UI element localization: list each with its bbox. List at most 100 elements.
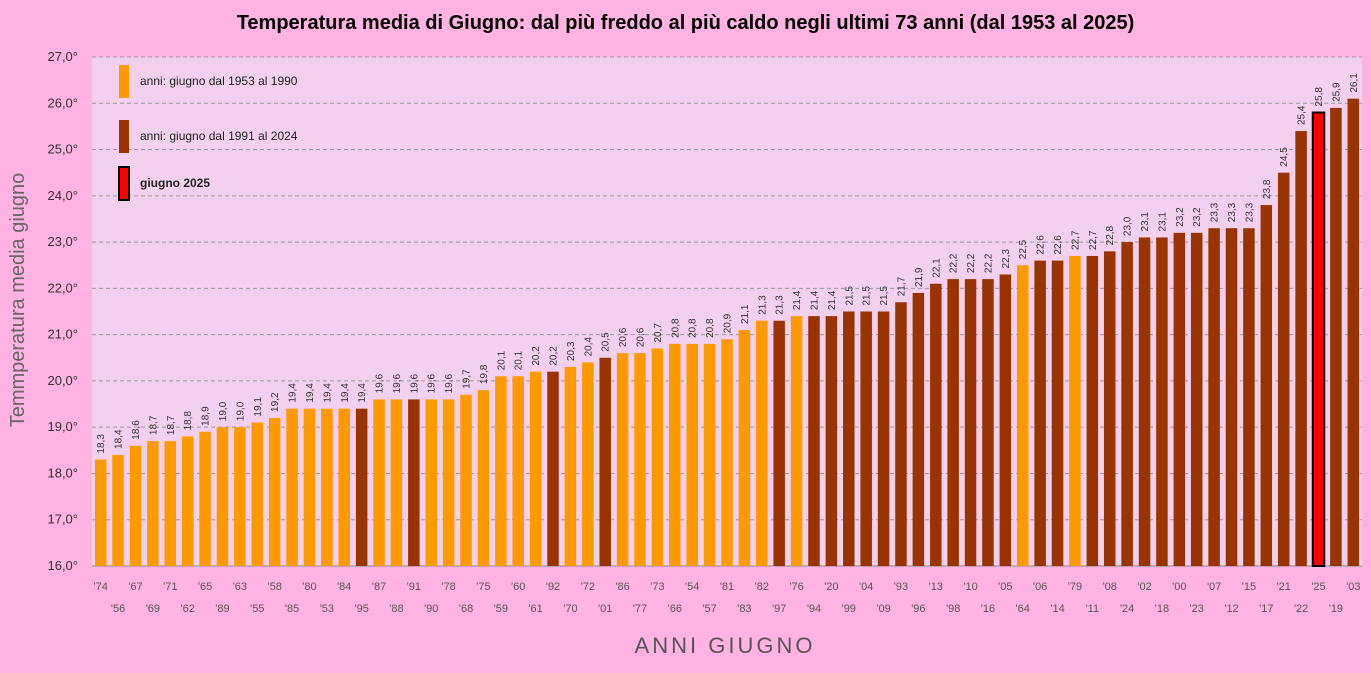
data-label: 20,6 <box>618 327 629 347</box>
x-tick-label: '71 <box>163 581 177 593</box>
bar <box>686 343 698 566</box>
x-tick-label: '14 <box>1050 603 1064 615</box>
data-label: 20,7 <box>653 323 664 343</box>
x-tick-label: '59 <box>494 603 508 615</box>
x-tick-label: '90 <box>424 603 438 615</box>
x-tick-label: '18 <box>1155 603 1169 615</box>
bar <box>1243 228 1255 566</box>
bar <box>1208 228 1220 566</box>
data-label: 20,3 <box>566 341 577 361</box>
bar <box>495 376 507 566</box>
data-label: 22,7 <box>1070 230 1081 250</box>
data-label: 22,6 <box>1053 235 1064 255</box>
bar <box>930 283 942 566</box>
x-tick-label: '16 <box>981 603 995 615</box>
data-label: 20,8 <box>670 318 681 338</box>
x-tick-label: '73 <box>650 581 664 593</box>
x-tick-label: '83 <box>737 603 751 615</box>
data-label: 19,4 <box>305 383 316 403</box>
bar <box>1069 255 1081 567</box>
bar <box>738 330 751 566</box>
bar <box>756 320 768 566</box>
x-tick-label: '75 <box>476 581 490 593</box>
x-tick-label: '22 <box>1294 603 1308 615</box>
bar <box>1138 237 1151 567</box>
y-tick-label: 21,0° <box>47 327 78 342</box>
x-tick-label: '21 <box>1277 581 1291 593</box>
bar <box>634 353 646 566</box>
bar <box>390 399 403 566</box>
x-tick-label: '92 <box>546 581 560 593</box>
bar <box>460 394 472 566</box>
x-tick-label: '03 <box>1346 581 1360 593</box>
y-tick-label: 24,0° <box>47 188 78 203</box>
x-tick-label: '15 <box>1242 581 1256 593</box>
bar <box>703 343 716 566</box>
data-label: 19,8 <box>479 364 490 384</box>
bar <box>408 399 420 566</box>
x-axis-label: ANNI GIUGNO <box>635 633 816 658</box>
bar <box>1086 255 1099 567</box>
x-tick-label: '99 <box>842 603 856 615</box>
data-label: 20,5 <box>601 332 612 352</box>
data-label: 20,8 <box>705 318 716 338</box>
data-label: 18,9 <box>201 406 212 426</box>
bar <box>181 436 194 566</box>
data-label: 25,8 <box>1314 87 1325 107</box>
data-label: 19,0 <box>235 401 246 421</box>
bar <box>599 357 611 566</box>
legend-label: giugno 2025 <box>140 176 210 190</box>
data-label: 19,1 <box>253 397 264 417</box>
x-tick-label: '85 <box>285 603 299 615</box>
y-tick-label: 17,0° <box>47 512 78 527</box>
x-tick-label: '88 <box>389 603 403 615</box>
bar <box>1347 98 1360 567</box>
data-label: 19,7 <box>462 369 473 389</box>
x-tick-label: '62 <box>181 603 195 615</box>
data-label: 19,4 <box>288 383 299 403</box>
bar <box>199 431 211 566</box>
x-tick-label: '25 <box>1311 581 1325 593</box>
legend-swatch <box>119 120 129 153</box>
x-tick-label: '74 <box>94 581 108 593</box>
x-tick-label: '54 <box>685 581 699 593</box>
data-label: 20,1 <box>514 350 525 370</box>
bar <box>843 311 855 566</box>
x-tick-label: '17 <box>1259 603 1273 615</box>
y-tick-label: 18,0° <box>47 465 78 480</box>
data-label: 19,4 <box>357 383 368 403</box>
x-tick-label: '86 <box>615 581 629 593</box>
data-label: 22,6 <box>1036 235 1047 255</box>
data-label: 21,5 <box>844 286 855 306</box>
bar <box>808 316 820 566</box>
bar <box>616 353 629 566</box>
bar <box>355 408 368 566</box>
data-label: 21,4 <box>792 290 803 310</box>
bar <box>1034 260 1046 566</box>
x-tick-label: '68 <box>459 603 473 615</box>
data-label: 23,3 <box>1227 202 1238 222</box>
bar <box>338 408 351 566</box>
data-label: 20,2 <box>549 346 560 366</box>
bar <box>373 399 385 566</box>
x-tick-label: '00 <box>1172 581 1186 593</box>
data-label: 20,6 <box>636 327 647 347</box>
bar <box>582 362 594 566</box>
bar <box>286 408 298 566</box>
bar <box>721 339 733 566</box>
bar <box>964 279 977 566</box>
x-tick-label: '70 <box>563 603 577 615</box>
data-label: 26,1 <box>1349 73 1360 93</box>
x-tick-label: '61 <box>528 603 542 615</box>
data-label: 25,9 <box>1331 82 1342 102</box>
data-label: 19,6 <box>409 374 420 394</box>
data-label: 22,5 <box>1018 239 1029 259</box>
y-tick-label: 20,0° <box>47 373 78 388</box>
bar <box>94 459 107 566</box>
x-tick-label: '64 <box>1016 603 1030 615</box>
data-label: 23,3 <box>1244 202 1255 222</box>
y-tick-label: 26,0° <box>47 95 78 110</box>
legend-label: anni: giugno dal 1953 al 1990 <box>140 74 298 88</box>
x-tick-label: '93 <box>894 581 908 593</box>
data-label: 21,9 <box>914 267 925 287</box>
